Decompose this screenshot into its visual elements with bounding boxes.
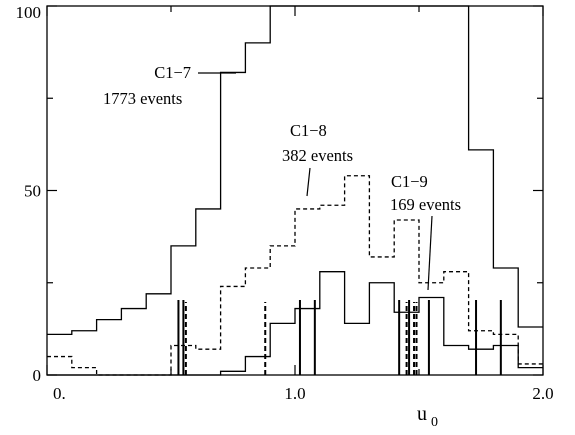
annotation-c1-8-name: C1−8 xyxy=(290,121,327,140)
annotation-c1-8-leader xyxy=(306,167,311,197)
annotation-c1-9-leader xyxy=(427,215,433,291)
x-axis-label-subscript: 0 xyxy=(431,415,438,430)
y-tick-label-2: 100 xyxy=(16,3,42,22)
x-axis-label-main: u xyxy=(417,403,427,425)
series-layer xyxy=(47,5,543,376)
x-tick-label-1: 1.0 xyxy=(284,384,305,403)
x-tick-label-2: 2.0 xyxy=(532,384,553,403)
series-line-0 xyxy=(47,5,543,336)
annotation-c1-7-name: C1−7 xyxy=(154,63,191,82)
annotation-c1-7-events: 1773 events xyxy=(103,89,182,108)
annotation-c1-9-name: C1−9 xyxy=(391,172,428,191)
x-tick-label-0: 0. xyxy=(53,384,66,403)
rug-layer xyxy=(177,300,502,375)
annotation-c1-9-events: 169 events xyxy=(390,195,461,214)
annotation-layer: C1−7 1773 events C1−8 382 events C1−9 16… xyxy=(103,63,461,291)
ticks-layer: 0. 1.0 2.0 0 50 100 xyxy=(16,3,554,403)
annotation-c1-8-events: 382 events xyxy=(282,146,353,165)
y-tick-label-1: 50 xyxy=(24,182,41,201)
y-tick-label-0: 0 xyxy=(33,366,42,385)
